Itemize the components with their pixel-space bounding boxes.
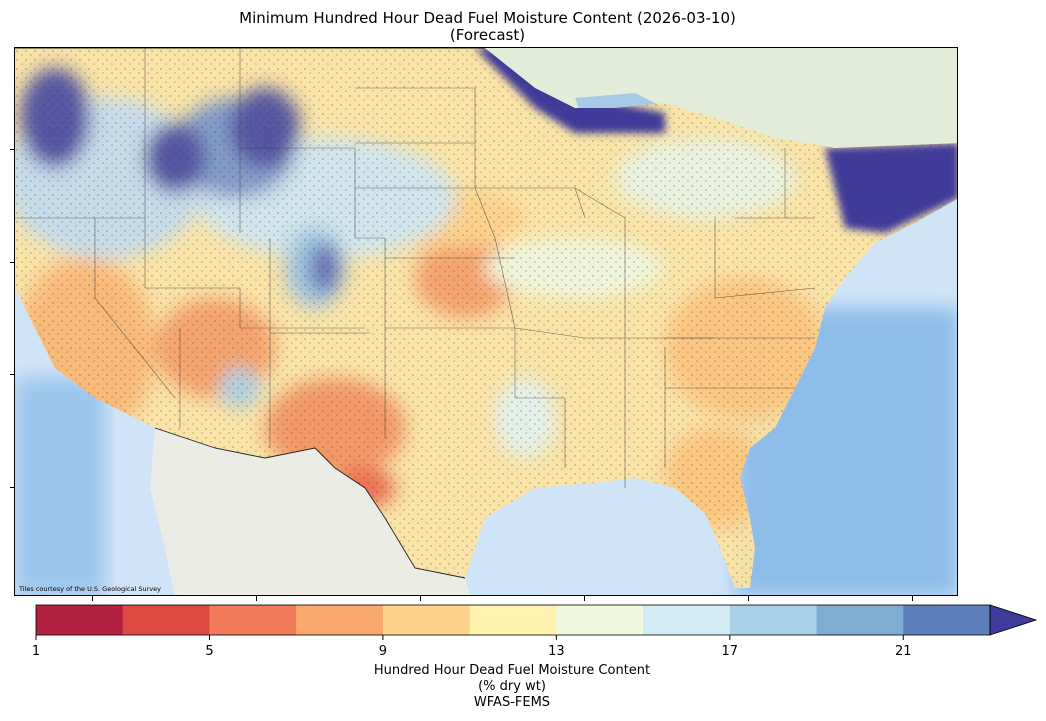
y-tick xyxy=(10,487,15,488)
y-tick xyxy=(10,149,15,150)
colorbar-bin xyxy=(903,605,991,635)
colorbar-tick-label: 9 xyxy=(378,644,388,659)
colorbar-bin xyxy=(382,605,471,635)
colorbar-bin xyxy=(469,605,557,635)
colorbar-tick-label: 13 xyxy=(548,644,565,659)
colorbar-bin xyxy=(816,605,904,635)
x-tick xyxy=(92,596,93,601)
map-subtitle: (Forecast) xyxy=(449,26,526,44)
x-tick xyxy=(256,596,257,601)
map-title: Minimum Hundred Hour Dead Fuel Moisture … xyxy=(239,9,736,27)
state-boundaries xyxy=(15,48,816,488)
attribution-text: Tiles courtesy of the U.S. Geological Su… xyxy=(19,585,161,593)
colorbar-tick-label: 5 xyxy=(205,644,214,659)
canada-land xyxy=(485,48,957,148)
colorbar-label: Hundred Hour Dead Fuel Moisture Content xyxy=(373,663,651,678)
mexico-land xyxy=(150,428,470,595)
colorbar-extend-arrow xyxy=(989,604,1038,636)
map-panel[interactable]: Tiles courtesy of the U.S. Geological Su… xyxy=(14,47,958,596)
x-tick xyxy=(584,596,585,601)
colorbar-bin xyxy=(556,605,644,635)
colorbar-bin xyxy=(36,605,124,635)
fuel-moisture-map xyxy=(15,48,957,595)
colorbar-bin xyxy=(729,605,818,635)
colorbar-bin xyxy=(209,605,297,635)
country-borders xyxy=(15,48,485,579)
y-tick xyxy=(10,262,15,263)
colorbar-units: (% dry wt) xyxy=(478,679,546,694)
y-tick xyxy=(10,374,15,375)
x-tick xyxy=(912,596,913,601)
colorbar-bin xyxy=(296,605,384,635)
colorbar-source: WFAS-FEMS xyxy=(473,695,551,710)
colorbar xyxy=(35,604,1038,640)
colorbar-bin xyxy=(643,605,731,635)
x-tick xyxy=(420,596,421,601)
colorbar-tick-label: 17 xyxy=(721,644,739,659)
colorbar-bin xyxy=(122,605,210,635)
colorbar-outline xyxy=(35,604,991,636)
colorbar-tick-label: 21 xyxy=(894,644,912,659)
x-tick xyxy=(748,596,749,601)
colorbar-tick-label: 1 xyxy=(31,644,41,659)
